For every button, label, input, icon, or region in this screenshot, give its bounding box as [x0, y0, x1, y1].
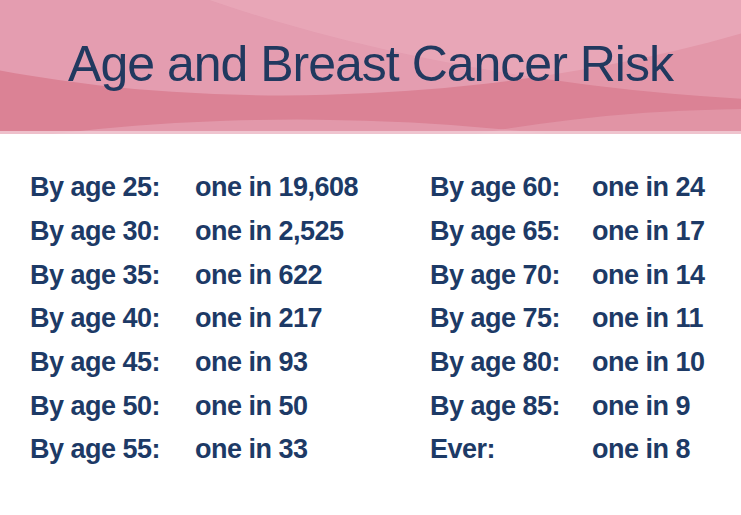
risk-value: one in 2,525 [195, 216, 344, 247]
risk-row: By age 85: one in 9 [430, 384, 705, 428]
age-label: By age 80: [430, 347, 592, 378]
page-title: Age and Breast Cancer Risk [0, 36, 741, 94]
age-label: By age 40: [30, 303, 195, 334]
age-label: By age 65: [430, 216, 592, 247]
risk-row: By age 60: one in 24 [430, 166, 705, 210]
risk-row: By age 35: one in 622 [30, 253, 358, 297]
risk-row: By age 70: one in 14 [430, 253, 705, 297]
age-label: By age 45: [30, 347, 195, 378]
age-label: By age 55: [30, 434, 195, 465]
age-label: By age 50: [30, 391, 195, 422]
age-label: By age 85: [430, 391, 592, 422]
risk-value: one in 19,608 [195, 172, 358, 203]
risk-value: one in 93 [195, 347, 308, 378]
age-label: By age 70: [430, 260, 592, 291]
risk-row: Ever: one in 8 [430, 428, 705, 472]
age-label: By age 35: [30, 260, 195, 291]
age-label: By age 30: [30, 216, 195, 247]
age-label: By age 25: [30, 172, 195, 203]
risk-value: one in 9 [592, 391, 690, 422]
slide: Age and Breast Cancer Risk By age 25: on… [0, 0, 741, 515]
risk-value: one in 14 [592, 260, 705, 291]
risk-value: one in 33 [195, 434, 308, 465]
risk-row: By age 80: one in 10 [430, 341, 705, 385]
risk-table-left-column: By age 25: one in 19,608 By age 30: one … [30, 166, 358, 472]
banner-bottom-edge [0, 131, 741, 134]
risk-row: By age 40: one in 217 [30, 297, 358, 341]
risk-row: By age 25: one in 19,608 [30, 166, 358, 210]
risk-value: one in 217 [195, 303, 322, 334]
risk-row: By age 65: one in 17 [430, 210, 705, 254]
risk-row: By age 45: one in 93 [30, 341, 358, 385]
risk-value: one in 10 [592, 347, 705, 378]
risk-row: By age 55: one in 33 [30, 428, 358, 472]
risk-row: By age 30: one in 2,525 [30, 210, 358, 254]
risk-value: one in 17 [592, 216, 705, 247]
risk-table-right-column: By age 60: one in 24 By age 65: one in 1… [430, 166, 705, 472]
risk-value: one in 50 [195, 391, 308, 422]
age-label: By age 60: [430, 172, 592, 203]
age-label: Ever: [430, 434, 592, 465]
header-banner: Age and Breast Cancer Risk [0, 0, 741, 134]
age-label: By age 75: [430, 303, 592, 334]
risk-value: one in 8 [592, 434, 690, 465]
risk-row: By age 50: one in 50 [30, 384, 358, 428]
risk-value: one in 622 [195, 260, 322, 291]
risk-value: one in 11 [592, 303, 703, 334]
risk-value: one in 24 [592, 172, 705, 203]
risk-row: By age 75: one in 11 [430, 297, 705, 341]
